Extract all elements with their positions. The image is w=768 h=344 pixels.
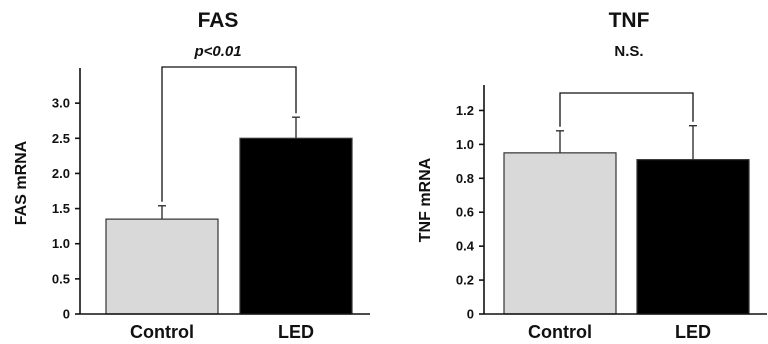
y-tick-label: 0.6 [456,205,474,220]
bar-led [239,137,353,315]
y-tick-label: 1.2 [456,103,474,118]
tnf-panel: TNF N.S. TNF mRNA Control LED 0 0.2 0.4 0.6 0.8 1.… [417,9,767,342]
significance-bracket [161,66,297,202]
bar-led [636,159,750,315]
y-tick-label: 0.5 [52,271,70,286]
bar-control [105,218,219,315]
significance-bracket [559,92,694,127]
x-tick-label: LED [675,322,711,342]
y-tick-label: 0 [63,307,70,322]
y-tick-label: 1.0 [456,137,474,152]
y-tick-label: 2.0 [52,166,70,181]
significance-label: N.S. [614,43,643,60]
bar-control [503,152,617,315]
y-tick-label: 3.0 [52,96,70,111]
y-axis-label: FAS mRNA [13,140,30,225]
y-tick-label: 1.5 [52,201,70,216]
y-tick-label: 0.8 [456,171,474,186]
y-tick-label: 0.4 [456,239,475,254]
x-tick-label: Control [528,322,592,342]
x-tick-label: LED [278,322,314,342]
y-tick-label: 0.2 [456,273,474,288]
chart-title: FAS [198,9,239,32]
fas-panel: FAS p<0.01 FAS mRNA Control LED 0 0.5 1.0 1.5 2.0… [13,9,370,342]
y-tick-label: 0 [467,307,474,322]
y-tick-label: 1.0 [52,236,70,251]
y-axis-label: TNF mRNA [417,157,434,242]
y-tick-label: 2.5 [52,131,70,146]
x-tick-label: Control [130,322,194,342]
significance-label: p<0.01 [193,43,241,60]
chart-title: TNF [609,9,650,32]
